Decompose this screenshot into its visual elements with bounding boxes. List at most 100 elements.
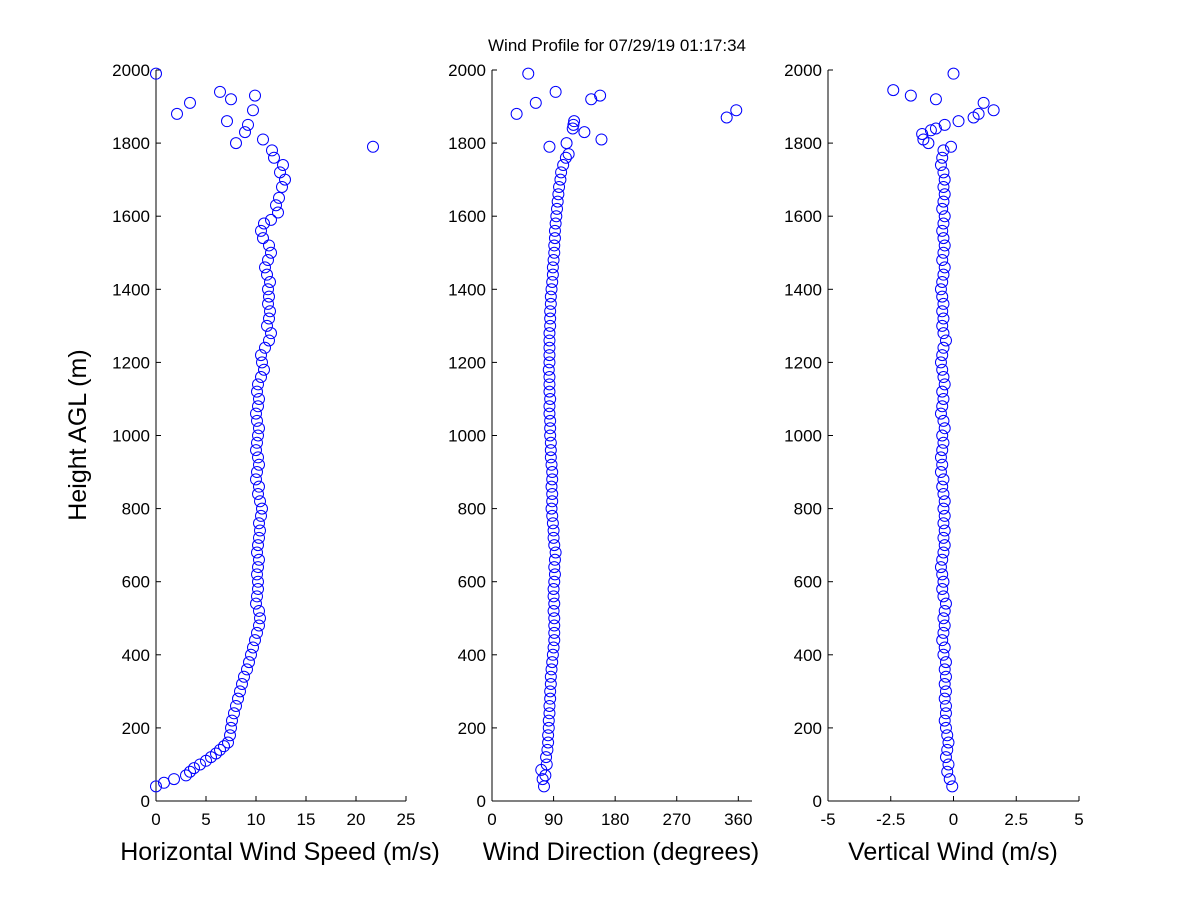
panel-2-data-point xyxy=(543,385,556,398)
panel-3-data-point xyxy=(937,414,950,427)
panel-1-data-point xyxy=(252,429,264,442)
panel-2-data-point xyxy=(720,111,733,124)
panel-2-data-point xyxy=(544,670,557,683)
panel-3-y-tick-label: 1200 xyxy=(784,353,822,372)
panel-1-data-point xyxy=(252,378,264,391)
panel-1-data-point xyxy=(256,502,268,515)
panel-3-data-point xyxy=(937,144,950,157)
panel-3-data-point xyxy=(939,597,952,610)
panel-2-data-point xyxy=(549,217,562,230)
panel-3-data-point xyxy=(936,349,949,362)
panel-1-data-point xyxy=(222,736,234,749)
panel-2-data-point xyxy=(548,561,561,574)
panel-1-data-point xyxy=(252,487,264,500)
panel-3-data-point xyxy=(934,159,947,172)
panel-3-data-point xyxy=(936,400,949,413)
panel-1-data-point xyxy=(252,451,264,464)
panel-1-data-point xyxy=(253,480,265,493)
panel-2-y-tick-label: 1800 xyxy=(448,134,486,153)
panel-2-data-point xyxy=(548,612,561,625)
panel-2-data-point xyxy=(548,224,561,237)
panel-3-data-point xyxy=(936,151,949,164)
panel-3-y-tick-label: 1800 xyxy=(784,134,822,153)
panel-1-data-point xyxy=(265,213,277,226)
panel-2-data-point xyxy=(548,568,561,581)
panel-2-data-point xyxy=(548,619,561,632)
panel-2-data-point xyxy=(548,597,561,610)
panel-2-data-point xyxy=(542,729,555,742)
panel-2-data-point xyxy=(544,692,557,705)
panel-3-data-point xyxy=(936,429,949,442)
panel-3-data-point xyxy=(938,173,951,186)
panel-3-data-point xyxy=(938,210,951,223)
panel-2-x-tick-label: 180 xyxy=(601,810,629,829)
panel-1-y-tick-label: 2000 xyxy=(112,61,150,80)
panel-3-x-tick-label: -5 xyxy=(820,810,835,829)
panel-2-data-point xyxy=(551,195,564,208)
panel-3-data-point xyxy=(934,561,947,574)
panel-1-data-point xyxy=(253,422,265,435)
panel-2-y-tick-label: 200 xyxy=(458,719,486,738)
panel-2-data-point xyxy=(543,707,556,720)
panel-3-data-point xyxy=(934,283,947,296)
panel-2-data-point xyxy=(542,714,555,727)
panel-2-x-tick-label: 270 xyxy=(663,810,691,829)
panel-2-data-point xyxy=(544,436,557,449)
panel-2-data-point xyxy=(542,363,555,376)
panel-1-data-point xyxy=(255,349,267,362)
panel-1-y-tick-label: 1600 xyxy=(112,207,150,226)
panel-1-y-tick-label: 0 xyxy=(141,792,150,811)
panel-3-x-tick-label: -2.5 xyxy=(876,810,905,829)
panel-2-data-point xyxy=(544,422,557,435)
panel-2-y-tick-label: 800 xyxy=(458,500,486,519)
panel-3-data-point xyxy=(938,663,951,676)
panel-2-x-tick-label: 0 xyxy=(487,810,496,829)
panel-1-y-tick-label: 1000 xyxy=(112,427,150,446)
panel-3-data-point xyxy=(987,104,1000,117)
panel-2-data-point xyxy=(545,458,558,471)
panel-1-data-point xyxy=(253,604,265,617)
panel-2-y-tick-label: 2000 xyxy=(448,61,486,80)
panel-3-data-point xyxy=(942,736,955,749)
panel-1-data-point xyxy=(194,758,206,771)
panel-1-data-point xyxy=(273,191,285,204)
panel-3-y-tick-label: 1000 xyxy=(784,427,822,446)
panel-2-data-point xyxy=(544,678,557,691)
panel-3-data-point xyxy=(936,553,949,566)
panel-1-data-point xyxy=(251,385,263,398)
panel-2-data-point xyxy=(585,93,598,106)
panel-1-y-tick-label: 1200 xyxy=(112,353,150,372)
panel-2-data-point xyxy=(568,115,581,128)
panel-2-x-axis-label: Wind Direction (degrees) xyxy=(483,838,760,866)
panel-2-data-point xyxy=(594,89,607,102)
panel-1-data-point xyxy=(254,612,266,625)
panel-1-y-tick-label: 200 xyxy=(122,719,150,738)
panel-3-data-point xyxy=(936,385,949,398)
panel-1-data-point xyxy=(234,685,246,698)
panel-3-data-point xyxy=(939,707,952,720)
panel-3-data-point xyxy=(942,758,955,771)
panel-2-data-point xyxy=(551,202,563,215)
panel-1-data-point xyxy=(258,217,270,230)
panel-2-data-point xyxy=(544,305,557,318)
panel-1-data-point xyxy=(251,466,263,479)
panel-2-data-point xyxy=(544,319,557,332)
panel-1-data-point xyxy=(272,206,284,219)
panel-3-data-point xyxy=(938,261,951,274)
panel-1-data-point xyxy=(251,590,263,603)
panel-3-data-point xyxy=(937,502,950,515)
panel-3-data-point xyxy=(947,67,960,80)
panel-3-data-point xyxy=(938,714,951,727)
panel-1-data-point xyxy=(184,96,196,109)
panel-1-data-point xyxy=(171,107,183,120)
panel-2-data-point xyxy=(547,583,560,596)
panel-1-data-point xyxy=(232,692,244,705)
panel-2-data-point xyxy=(543,400,556,413)
panel-1-data-point xyxy=(236,678,248,691)
panel-1-data-point xyxy=(252,539,264,552)
panel-3-data-point xyxy=(936,634,949,647)
panel-2-data-point xyxy=(548,626,561,639)
panel-1-data-point xyxy=(221,115,233,128)
panel-1-data-point xyxy=(255,509,267,522)
panel-3-data-point xyxy=(937,371,950,384)
